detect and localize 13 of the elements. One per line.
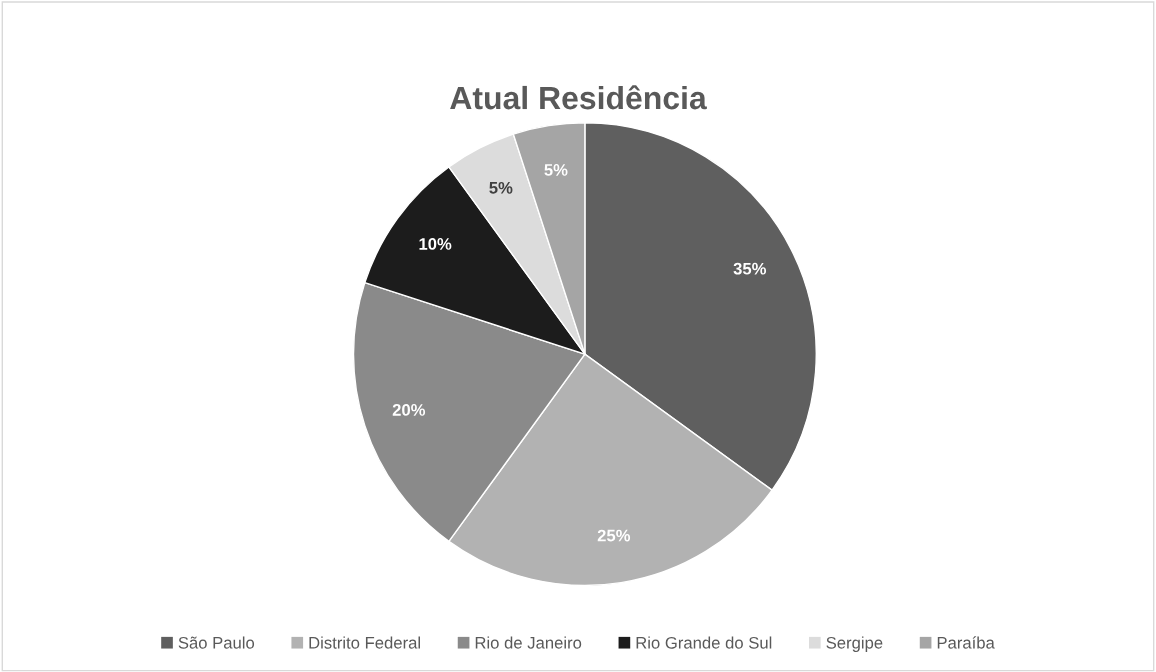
legend-label: São Paulo	[178, 636, 255, 649]
data-label: 5%	[489, 181, 513, 194]
legend-label: Distrito Federal	[309, 636, 420, 649]
data-label: 35%	[733, 262, 767, 275]
data-label: 5%	[544, 164, 568, 176]
legend-label: Paraíba	[937, 636, 995, 649]
legend-label: Rio de Janeiro	[475, 636, 582, 649]
legend-label: Sergipe	[826, 636, 883, 652]
legend-label: Rio Grande do Sul	[636, 636, 772, 649]
data-label: 20%	[392, 404, 426, 416]
chart-title: Atual Residência	[450, 85, 707, 110]
data-label: 10%	[419, 238, 452, 250]
data-label: 25%	[597, 529, 631, 542]
